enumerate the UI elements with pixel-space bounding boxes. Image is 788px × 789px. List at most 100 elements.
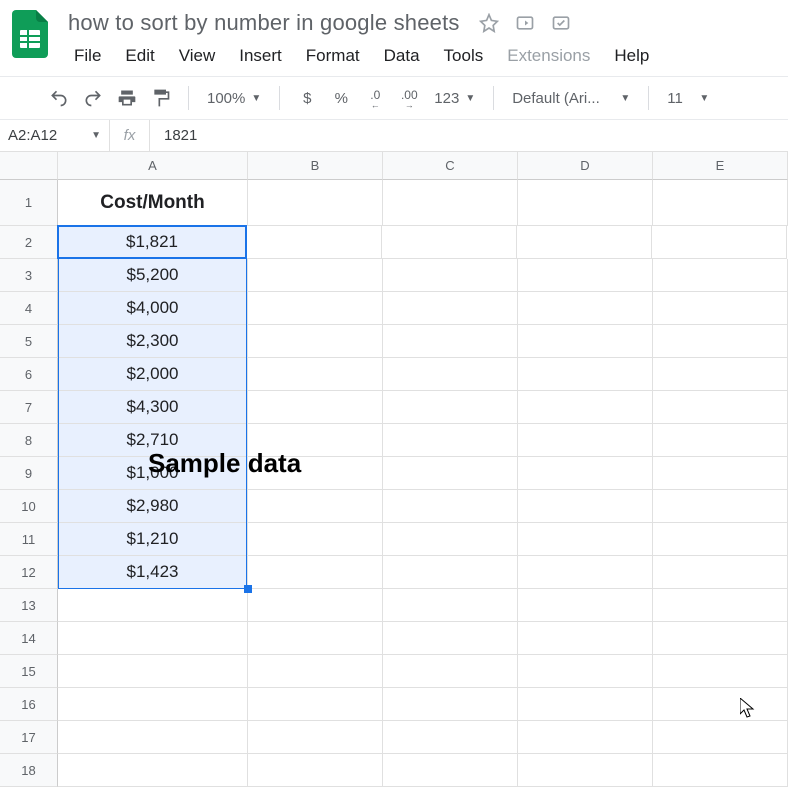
cell-B13[interactable] [248, 589, 383, 622]
name-box[interactable]: A2:A12 ▼ [0, 120, 110, 151]
row-header-3[interactable]: 3 [0, 259, 58, 292]
cell-E8[interactable] [653, 424, 788, 457]
cell-B7[interactable] [248, 391, 383, 424]
menu-file[interactable]: File [64, 42, 111, 70]
cell-E2[interactable] [652, 226, 787, 259]
cell-C16[interactable] [383, 688, 518, 721]
cell-A13[interactable] [58, 589, 248, 622]
percent-format-button[interactable]: % [326, 83, 356, 113]
cell-E17[interactable] [653, 721, 788, 754]
menu-format[interactable]: Format [296, 42, 370, 70]
cell-A10[interactable]: $2,980 [58, 490, 248, 523]
fill-handle[interactable] [244, 585, 252, 593]
cell-A7[interactable]: $4,300 [58, 391, 248, 424]
cell-E10[interactable] [653, 490, 788, 523]
cell-C1[interactable] [383, 180, 518, 226]
cell-A11[interactable]: $1,210 [58, 523, 248, 556]
cell-D8[interactable] [518, 424, 653, 457]
col-header-A[interactable]: A [58, 152, 248, 180]
cell-D5[interactable] [518, 325, 653, 358]
cell-A17[interactable] [58, 721, 248, 754]
cell-D16[interactable] [518, 688, 653, 721]
cell-A15[interactable] [58, 655, 248, 688]
cell-A4[interactable]: $4,000 [58, 292, 248, 325]
star-icon[interactable] [478, 12, 500, 34]
cell-C5[interactable] [383, 325, 518, 358]
row-header-2[interactable]: 2 [0, 226, 58, 259]
cell-E16[interactable] [653, 688, 788, 721]
cell-B5[interactable] [248, 325, 383, 358]
row-header-1[interactable]: 1 [0, 180, 58, 226]
cell-E1[interactable] [653, 180, 788, 226]
row-header-8[interactable]: 8 [0, 424, 58, 457]
select-all-corner[interactable] [0, 152, 58, 180]
cell-A5[interactable]: $2,300 [58, 325, 248, 358]
cell-E7[interactable] [653, 391, 788, 424]
cell-C7[interactable] [383, 391, 518, 424]
menu-tools[interactable]: Tools [434, 42, 494, 70]
cell-D11[interactable] [518, 523, 653, 556]
cell-E18[interactable] [653, 754, 788, 787]
menu-edit[interactable]: Edit [115, 42, 164, 70]
cell-E4[interactable] [653, 292, 788, 325]
cell-D6[interactable] [518, 358, 653, 391]
menu-view[interactable]: View [169, 42, 226, 70]
row-header-11[interactable]: 11 [0, 523, 58, 556]
cell-C12[interactable] [383, 556, 518, 589]
cell-B14[interactable] [248, 622, 383, 655]
cell-B2[interactable] [247, 226, 382, 259]
cell-D14[interactable] [518, 622, 653, 655]
cloud-status-icon[interactable] [550, 12, 572, 34]
increase-decimal-button[interactable]: .00 → [394, 83, 424, 113]
cell-A14[interactable] [58, 622, 248, 655]
cell-D9[interactable] [518, 457, 653, 490]
col-header-D[interactable]: D [518, 152, 653, 180]
cell-C11[interactable] [383, 523, 518, 556]
cell-A6[interactable]: $2,000 [58, 358, 248, 391]
cell-D17[interactable] [518, 721, 653, 754]
row-header-6[interactable]: 6 [0, 358, 58, 391]
menu-insert[interactable]: Insert [229, 42, 292, 70]
row-header-10[interactable]: 10 [0, 490, 58, 523]
font-dropdown[interactable]: Default (Ari... ▼ [506, 86, 636, 111]
row-header-9[interactable]: 9 [0, 457, 58, 490]
row-header-17[interactable]: 17 [0, 721, 58, 754]
cell-C10[interactable] [383, 490, 518, 523]
row-header-18[interactable]: 18 [0, 754, 58, 787]
more-formats-dropdown[interactable]: 123 ▼ [428, 86, 481, 111]
col-header-B[interactable]: B [248, 152, 383, 180]
row-header-5[interactable]: 5 [0, 325, 58, 358]
cell-E6[interactable] [653, 358, 788, 391]
cell-B3[interactable] [248, 259, 383, 292]
cell-B12[interactable] [248, 556, 383, 589]
cell-D13[interactable] [518, 589, 653, 622]
cell-D7[interactable] [518, 391, 653, 424]
row-header-14[interactable]: 14 [0, 622, 58, 655]
cell-C13[interactable] [383, 589, 518, 622]
menu-data[interactable]: Data [374, 42, 430, 70]
undo-button[interactable] [44, 83, 74, 113]
cell-A2[interactable]: $1,821 [57, 225, 247, 259]
print-button[interactable] [112, 83, 142, 113]
cell-B16[interactable] [248, 688, 383, 721]
row-header-13[interactable]: 13 [0, 589, 58, 622]
row-header-12[interactable]: 12 [0, 556, 58, 589]
cell-D15[interactable] [518, 655, 653, 688]
cell-A16[interactable] [58, 688, 248, 721]
cell-C18[interactable] [383, 754, 518, 787]
cell-C14[interactable] [383, 622, 518, 655]
cell-C15[interactable] [383, 655, 518, 688]
cell-E9[interactable] [653, 457, 788, 490]
cell-E11[interactable] [653, 523, 788, 556]
cell-C6[interactable] [383, 358, 518, 391]
cell-D1[interactable] [518, 180, 653, 226]
cell-A1[interactable]: Cost/Month [58, 180, 248, 226]
cell-B11[interactable] [248, 523, 383, 556]
cell-B6[interactable] [248, 358, 383, 391]
move-icon[interactable] [514, 12, 536, 34]
currency-format-button[interactable]: $ [292, 83, 322, 113]
row-header-4[interactable]: 4 [0, 292, 58, 325]
col-header-E[interactable]: E [653, 152, 788, 180]
zoom-dropdown[interactable]: 100% ▼ [201, 86, 267, 111]
cell-D2[interactable] [517, 226, 652, 259]
